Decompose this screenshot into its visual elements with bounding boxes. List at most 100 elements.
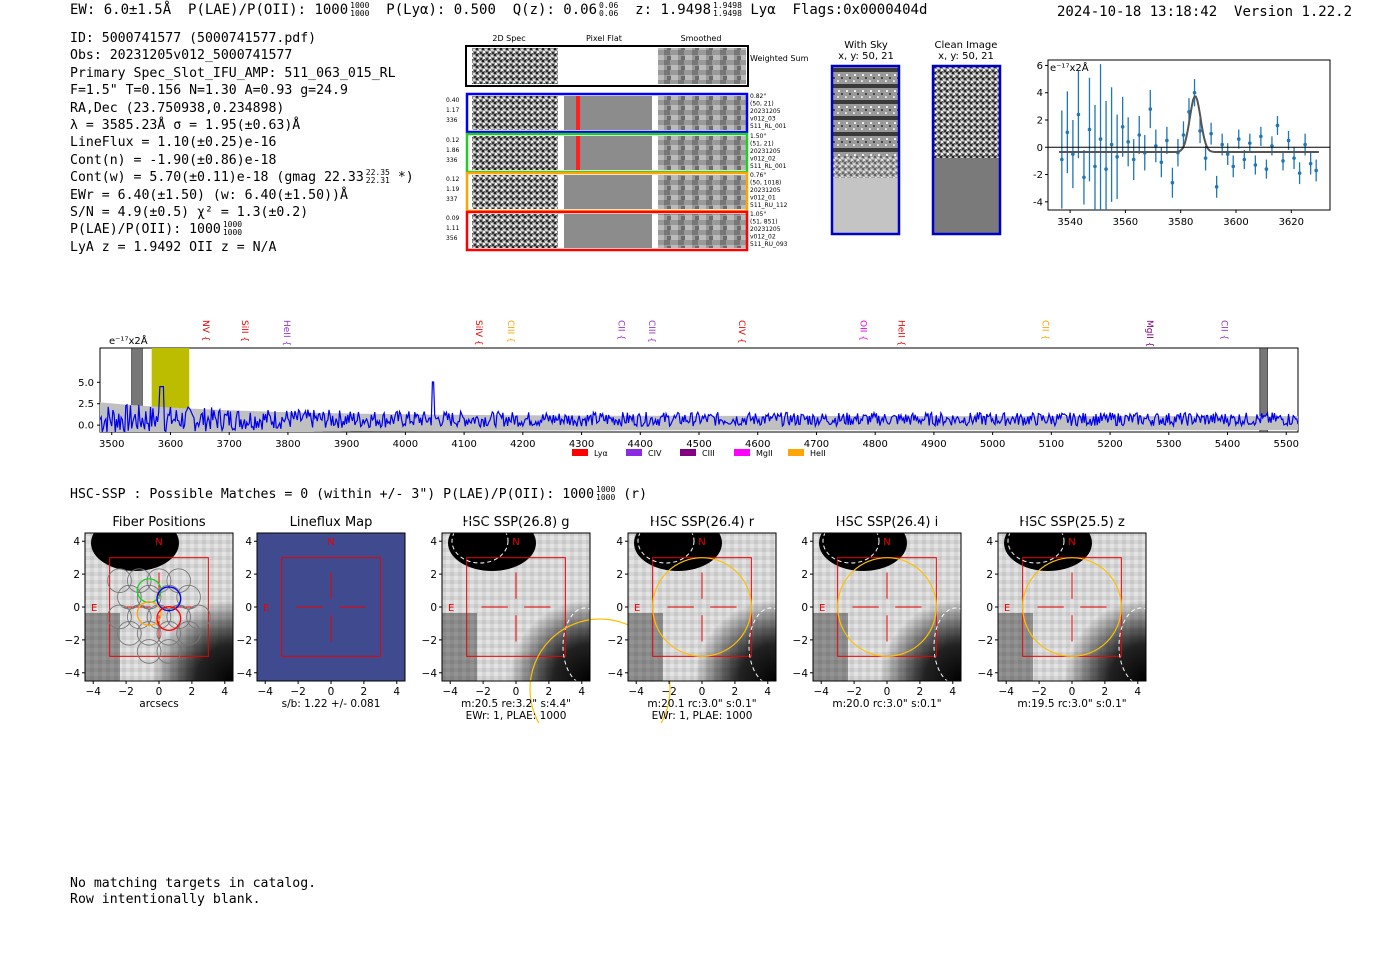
- header-z: z: 1.9498: [635, 2, 712, 18]
- panel-xtick-label: 4: [578, 686, 585, 698]
- zoom-data-point: [1292, 147, 1296, 170]
- info-obs: Obs: 20231205v012_5000741577: [70, 48, 293, 64]
- panel-xtick-label: 0: [156, 686, 163, 698]
- panel-ytick-label: −2: [793, 635, 808, 647]
- compass-east: E: [91, 603, 97, 614]
- header-plya: P(Lyα): 0.500: [386, 2, 496, 18]
- panel-xtick-label: −4: [998, 686, 1014, 698]
- panel-ytick-label: 4: [616, 536, 623, 548]
- spectral-line-marker: CII {: [616, 320, 626, 340]
- zoom-data-point: [1203, 145, 1208, 171]
- panel-ytick-label: 0: [430, 602, 437, 614]
- zoom-data-point: [1308, 152, 1313, 175]
- zoom-data-point: [1231, 155, 1236, 178]
- stamp-row-left-label: 1.11: [446, 225, 460, 232]
- panel-caption: m:20.0 rc:3.0" s:0.1": [832, 698, 941, 710]
- spectrum-xtick-label: 3700: [216, 439, 241, 450]
- panel-xtick-label: 4: [221, 686, 228, 698]
- stamp-row-right-label: 1.50": [750, 133, 766, 140]
- spectrum-xtick-label: 4600: [745, 439, 770, 450]
- panel-caption-2: EWr: 1, PLAE: 1000: [652, 710, 753, 722]
- stamp-weighted-sum: [465, 45, 749, 87]
- zoom-data-point: [1248, 133, 1252, 153]
- spectrum-xtick-label: 5400: [1215, 439, 1240, 450]
- info-lineflux: LineFlux = 1.10(±0.25)e-16: [70, 135, 277, 151]
- panel-ytick-label: 4: [986, 536, 993, 548]
- stamp-row-right-label: (50, 1018): [750, 180, 781, 187]
- spectral-line-marker: SiIV {: [473, 320, 483, 346]
- stamp-row-right-label: 511_RL_001: [750, 163, 787, 170]
- stamp-row-right-label: 20231205: [750, 148, 781, 155]
- stamp-row-left-label: 336: [446, 157, 458, 164]
- svg-text:MgII: MgII: [756, 449, 773, 458]
- zoom-data-point: [1214, 175, 1219, 198]
- stamp-row-left-label: 0.09: [446, 215, 460, 222]
- info-id: ID: 5000741577 (5000741577.pdf): [70, 31, 317, 46]
- panel-ytick-label: −2: [608, 635, 623, 647]
- panel-ytick-label: 4: [801, 536, 808, 548]
- full-spectrum-chart: NV {SiII {HeII {SiIV {CIII {CII {CIII {C…: [78, 320, 1299, 458]
- zoom-ytick-label: 6: [1037, 61, 1043, 72]
- stamp-row: 0.09 1.11 356 1.05"(51, 851)20231205v012_02…: [446, 210, 788, 252]
- zoom-data-point: [1253, 155, 1258, 175]
- spectrum-ytick-label: 5.0: [78, 378, 94, 389]
- imaging-panel: Fiber Positions N E −4 −4 −2 −2 0 0 2 2 4 4 arcsecs: [65, 515, 234, 710]
- panel-xtick-label: 2: [361, 686, 368, 698]
- info-primary: Primary Spec_Slot_IFU_AMP: 511_063_015_R…: [70, 65, 396, 81]
- with-sky-sub: x, y: 50, 21: [838, 51, 894, 62]
- panel-ytick-label: 2: [986, 569, 993, 581]
- spectrum-unit: e⁻¹⁷x2Å: [109, 334, 148, 347]
- header-summary: EW: 6.0±1.5Å P(LAE)/P(OII): 1000 1000 1000…: [70, 2, 927, 19]
- stamp-row-left-label: 336: [446, 117, 458, 124]
- stamp-row-left-label: 1.86: [446, 147, 460, 154]
- stamp-row-right-label: 20231205: [750, 108, 781, 115]
- panel-ytick-label: 2: [245, 569, 252, 581]
- panel-caption: arcsecs: [139, 698, 178, 710]
- panel-xtick-label: 0: [513, 686, 520, 698]
- with-sky-title: With Sky: [844, 40, 888, 51]
- info-contn: Cont(n) = -1.90(±0.86)e-18: [70, 152, 277, 168]
- hsc-summary: HSC-SSP : Possible Matches = 0 (within +…: [70, 485, 648, 503]
- stamp-row-right-label: 511_RU_093: [750, 241, 788, 248]
- spectral-line-marker: HeII {: [896, 320, 906, 346]
- compass-east: E: [263, 603, 269, 614]
- zoom-data-point: [1082, 150, 1086, 205]
- zoom-xtick-label: 3620: [1279, 217, 1304, 228]
- header-ew: EW: 6.0±1.5Å: [70, 2, 172, 18]
- panel-xtick-label: −4: [628, 686, 644, 698]
- zoom-ytick-label: 0: [1037, 143, 1043, 154]
- spectral-line-marker: CIII {: [505, 320, 515, 343]
- panel-ytick-label: −4: [422, 668, 438, 680]
- panel-xtick-label: 4: [949, 686, 956, 698]
- stamp-row-right-label: v012_03: [750, 116, 776, 123]
- stamp-row: 0.40 1.17 336 0.82"(50, 21)20231205v012_035…: [446, 92, 787, 134]
- stamp-row-right-label: 511_RU_112: [750, 202, 788, 209]
- spectral-line-marker: MgII {: [1144, 320, 1154, 347]
- imaging-panel-title: HSC SSP(26.4) r: [650, 515, 755, 530]
- stamp-row-right-label: 1.05": [750, 211, 766, 218]
- spectrum-xtick-label: 4200: [510, 439, 535, 450]
- stamp-row-left-label: 1.19: [446, 186, 460, 193]
- zoom-ytick-label: 2: [1037, 116, 1043, 127]
- stamp-row-left-label: 356: [446, 235, 458, 242]
- zoom-data-point: [1165, 126, 1169, 155]
- stamp-row-right-label: 20231205: [750, 187, 781, 194]
- stamp-row-left-label: 1.17: [446, 107, 460, 114]
- stamp-col-pixelflat: Pixel Flat: [586, 34, 622, 43]
- stamp-row-right-label: v012_01: [750, 195, 776, 202]
- panel-xtick-label: 0: [884, 686, 891, 698]
- stamp-row-left-label: 0.40: [446, 97, 460, 104]
- stamp-row: 0.12 1.19 337 0.76"(50, 1018)20231205v012_0…: [446, 171, 788, 213]
- zoom-data-point: [1076, 70, 1081, 159]
- panel-caption: s/b: 1.22 +/- 0.081: [282, 698, 381, 710]
- panel-xtick-label: −2: [1031, 686, 1046, 698]
- imaging-panel: HSC SSP(25.5) z N E −4 −4 −2 −2 0 0 2 2 4 4 m:19.5 rc…: [978, 515, 1160, 710]
- panel-ytick-label: 0: [986, 602, 993, 614]
- stamp-col-smoothed: Smoothed: [681, 34, 722, 43]
- stamp-row: 0.12 1.86 336 1.50"(51, 21)20231205v012_025…: [446, 132, 787, 174]
- spectrum-xtick-label: 5200: [1097, 439, 1122, 450]
- imaging-panel: HSC SSP(26.8) g N E −4 −4 −2 −2 0 0 2 2 4 4 m:20.5 re…: [422, 515, 671, 723]
- spectrum-ytick-label: 2.5: [78, 399, 94, 410]
- spectrum-xtick-label: 5300: [1156, 439, 1181, 450]
- gaussian-fit-line: [1059, 95, 1319, 153]
